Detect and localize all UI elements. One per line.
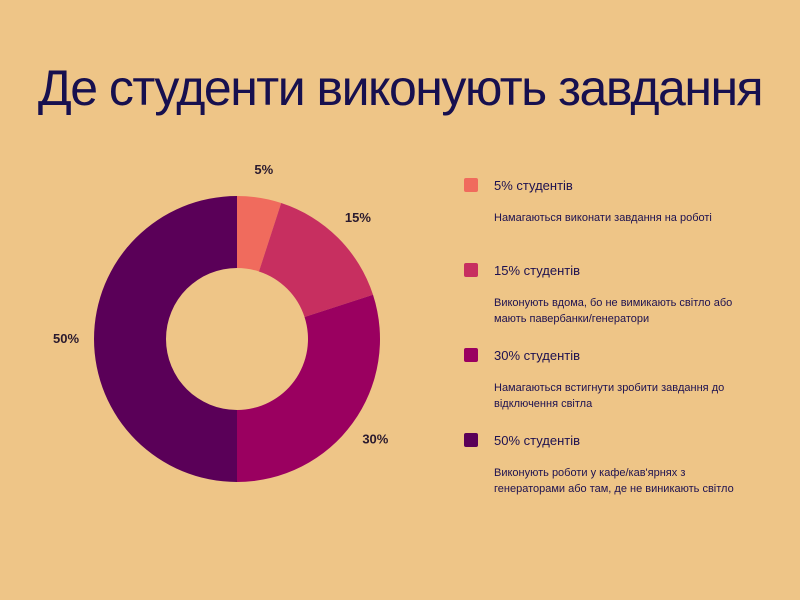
slice-label: 50% — [53, 331, 79, 346]
legend-label: 15% студентів — [494, 263, 581, 278]
legend-description: Виконують вдома, бо не вимикають світло … — [494, 297, 733, 325]
legend-description: Виконують роботи у кафе/кав'ярнях з гене… — [494, 467, 734, 495]
legend-label: 50% студентів — [494, 433, 581, 448]
legend-swatch — [464, 433, 478, 447]
legend-label: 30% студентів — [494, 348, 581, 363]
legend-swatch — [464, 348, 478, 362]
donut-slice — [258, 202, 374, 318]
legend-swatch — [464, 178, 478, 192]
legend-label: 5% студентів — [494, 178, 573, 193]
donut-slice — [237, 196, 282, 272]
slice-label: 30% — [362, 432, 388, 447]
legend-description: Намагаються виконати завдання на роботі — [494, 212, 712, 224]
slice-label: 5% — [254, 162, 273, 177]
slice-label: 15% — [345, 210, 371, 225]
legend-description: Намагаються встигнути зробити завдання д… — [494, 382, 725, 410]
page-title: Де студенти виконують завдання — [37, 60, 764, 116]
donut-slice — [237, 294, 380, 482]
legend-swatch — [464, 263, 478, 277]
donut-slice — [94, 196, 237, 482]
